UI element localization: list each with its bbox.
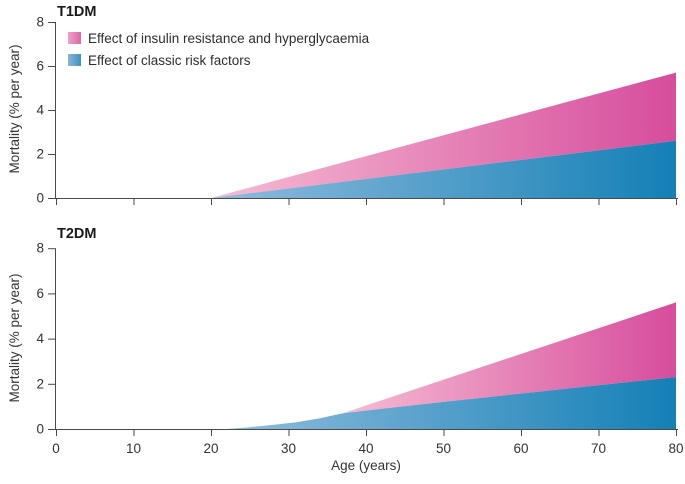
y-tick-label: 8 — [36, 15, 44, 30]
axes — [48, 22, 678, 205]
x-tick-label: 60 — [513, 441, 528, 456]
t2dm-classic-risk-area — [226, 377, 676, 429]
t1dm-title: T1DM — [57, 4, 97, 20]
axes — [48, 248, 678, 436]
x-tick-label: 0 — [52, 441, 60, 456]
y-tick-label: 4 — [36, 331, 44, 346]
y-tick-label: 8 — [36, 241, 44, 256]
y-tick-label: 4 — [36, 103, 44, 118]
legend-label: Effect of classic risk factors — [88, 52, 251, 68]
x-tick-label: 50 — [436, 441, 451, 456]
legend-item-classic-risk: Effect of classic risk factors — [68, 49, 369, 71]
y-tick-label: 6 — [36, 286, 44, 301]
t1dm-y-axis-label: Mortality (% per year) — [7, 44, 22, 174]
y-tick-label: 6 — [36, 59, 44, 74]
x-tick-label: 10 — [126, 441, 141, 456]
blue-legend-swatch-icon — [68, 54, 81, 66]
x-axis-label: Age (years) — [331, 458, 401, 473]
x-tick-label: 20 — [203, 441, 218, 456]
y-tick-label: 2 — [36, 147, 44, 162]
t2dm-y-axis-label: Mortality (% per year) — [7, 273, 22, 403]
pink-legend-swatch-icon — [68, 32, 81, 44]
t2dm-title: T2DM — [57, 226, 97, 242]
t1dm-classic-risk-area — [211, 140, 676, 198]
t1dm-insulin-resistance-area — [211, 72, 676, 198]
legend: Effect of insulin resistance and hypergl… — [68, 27, 369, 71]
x-tick-label: 70 — [591, 441, 606, 456]
x-tick-label: 80 — [668, 441, 683, 456]
legend-label: Effect of insulin resistance and hypergl… — [88, 30, 370, 46]
t1dm-panel-chart: 0 2 4 6 8 — [36, 15, 678, 206]
x-tick-label: 40 — [358, 441, 373, 456]
y-tick-label: 2 — [36, 376, 44, 391]
legend-item-insulin-resistance: Effect of insulin resistance and hypergl… — [68, 27, 369, 49]
y-tick-label: 0 — [36, 422, 44, 437]
y-tick-label: 0 — [36, 191, 44, 206]
x-tick-label: 30 — [281, 441, 296, 456]
